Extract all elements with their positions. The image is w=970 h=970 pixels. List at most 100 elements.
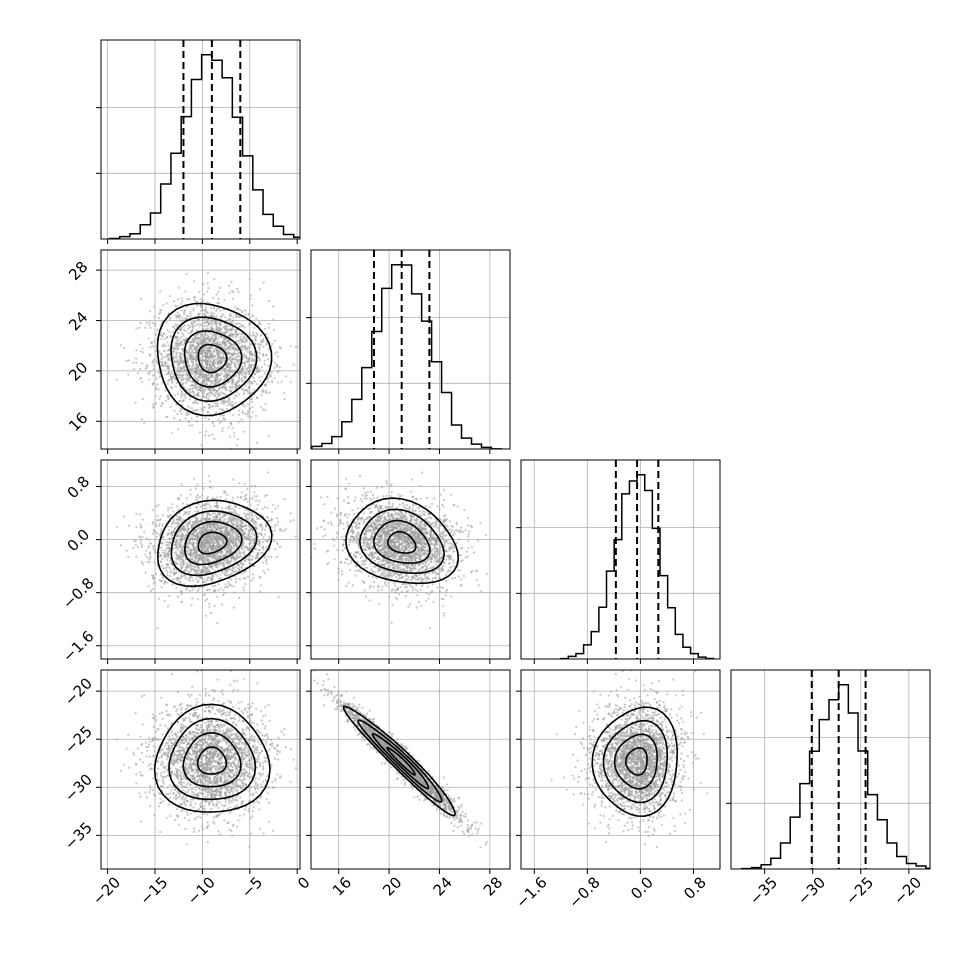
scatter-point [241,325,245,328]
scatter-point [261,408,265,411]
scatter-point [233,522,236,526]
scatter-point [182,325,185,328]
scatter-point [276,350,279,354]
scatter-point [314,523,316,525]
scatter-point [141,544,144,547]
scatter-point [247,513,250,516]
scatter-point [255,508,259,511]
scatter-point [213,277,216,280]
scatter-point [243,546,246,549]
scatter-point [241,563,245,567]
scatter-point [201,540,204,543]
scatter-point [187,405,190,408]
scatter-point [212,361,215,364]
scatter-point [238,507,241,510]
scatter-point [184,397,187,400]
scatter-point [182,371,185,374]
scatter-point [225,574,229,577]
scatter-point [179,341,182,344]
scatter-point [184,417,187,420]
scatter-point [279,545,282,549]
scatter-point [204,360,207,364]
scatter-point [247,535,250,538]
scatter-point [135,348,138,352]
scatter-point [243,365,246,368]
scatter-point [250,334,253,337]
scatter-point [208,480,211,483]
scatter-point [206,379,209,382]
scatter-point [148,354,151,357]
scatter-point [214,573,217,576]
scatter-point [152,340,155,343]
scatter-point [215,496,218,499]
scatter-point [232,328,235,331]
scatter-point [224,583,227,586]
scatter-point [206,312,210,315]
scatter-point [181,343,184,347]
scatter-point [179,560,182,564]
scatter-point [155,402,158,405]
scatter-point [191,372,194,375]
scatter-point [180,562,183,565]
scatter-point [254,538,257,541]
scatter-point [193,516,196,519]
scatter-point [249,343,252,346]
scatter-point [193,477,196,480]
scatter-point [215,324,218,327]
scatter-point [238,569,241,572]
scatter-point [226,351,229,355]
scatter-point [179,367,182,370]
scatter-point [178,558,181,562]
scatter-point [245,360,248,363]
scatter-point [256,396,259,399]
scatter-point [226,563,229,566]
scatter-point [141,351,145,354]
scatter-point [165,547,168,550]
scatter-point [190,321,193,324]
scatter-point [200,370,203,373]
scatter-point [273,328,276,331]
scatter-point [241,367,244,371]
scatter-point [234,401,237,404]
scatter-point [249,298,252,301]
scatter-point [267,322,270,325]
scatter-point [217,291,220,294]
scatter-point [190,383,194,386]
scatter-point [267,364,270,367]
scatter-point [147,373,151,376]
scatter-point [243,336,246,339]
scatter-point [198,290,201,293]
scatter-point [184,536,187,539]
scatter-point [229,385,232,388]
scatter-point [182,513,185,516]
scatter-point [214,376,217,379]
scatter-point [233,561,236,564]
scatter-point [235,366,238,370]
scatter-point [244,373,248,376]
scatter-point [237,393,240,396]
scatter-point [216,340,219,343]
scatter-point [257,532,260,535]
scatter-point [218,562,221,565]
scatter-point [200,407,203,410]
scatter-point [207,286,210,290]
scatter-point [218,388,221,391]
scatter-point [225,407,228,411]
scatter-point [228,291,231,295]
scatter-point [237,413,240,416]
scatter-point [161,514,164,517]
contour-line [197,343,228,374]
scatter-point [179,353,183,356]
scatter-point [243,482,246,485]
scatter-point [220,402,223,405]
scatter-point [175,344,178,347]
scatter-point [231,569,234,572]
scatter-point [151,522,154,525]
scatter-point [184,381,188,384]
scatter-point [191,523,194,526]
scatter-point [276,521,280,524]
scatter-point [217,326,221,329]
scatter-point [184,511,187,514]
scatter-point [170,506,173,509]
scatter-point [241,373,244,377]
